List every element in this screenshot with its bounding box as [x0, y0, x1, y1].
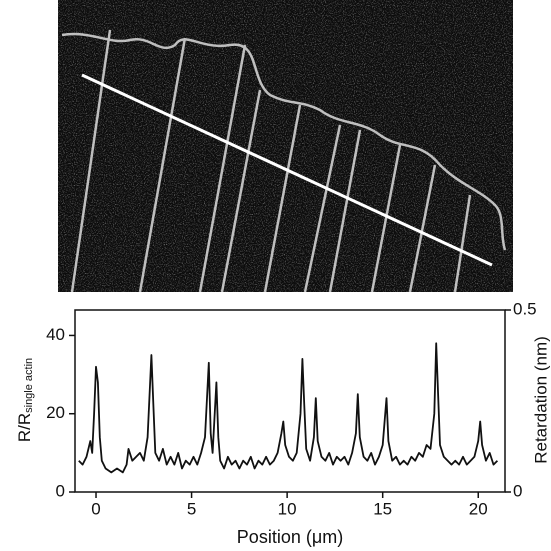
y-tick-label: 0	[56, 481, 65, 500]
x-axis-label: Position (μm)	[237, 527, 343, 547]
y-tick-label: 40	[46, 325, 65, 344]
plot-frame	[74, 309, 506, 493]
x-tick-label: 5	[187, 499, 196, 518]
y-tick-label: 20	[46, 403, 65, 422]
y2-tick-label: 0	[513, 481, 522, 500]
y-axis-label: R/Rsingle actin	[15, 358, 34, 442]
x-tick-label: 20	[469, 499, 488, 518]
y2-tick-label: 0.5	[513, 299, 537, 318]
micrograph	[58, 0, 513, 293]
y-axis-label-main: R/R	[15, 413, 34, 442]
y2-axis-label: Retardation (nm)	[531, 336, 550, 464]
data-line	[78, 342, 499, 474]
x-tick-label: 0	[91, 499, 100, 518]
x-tick-label: 10	[278, 499, 297, 518]
x-tick-label: 15	[373, 499, 392, 518]
y-axis-label-sub: single actin	[23, 358, 35, 413]
